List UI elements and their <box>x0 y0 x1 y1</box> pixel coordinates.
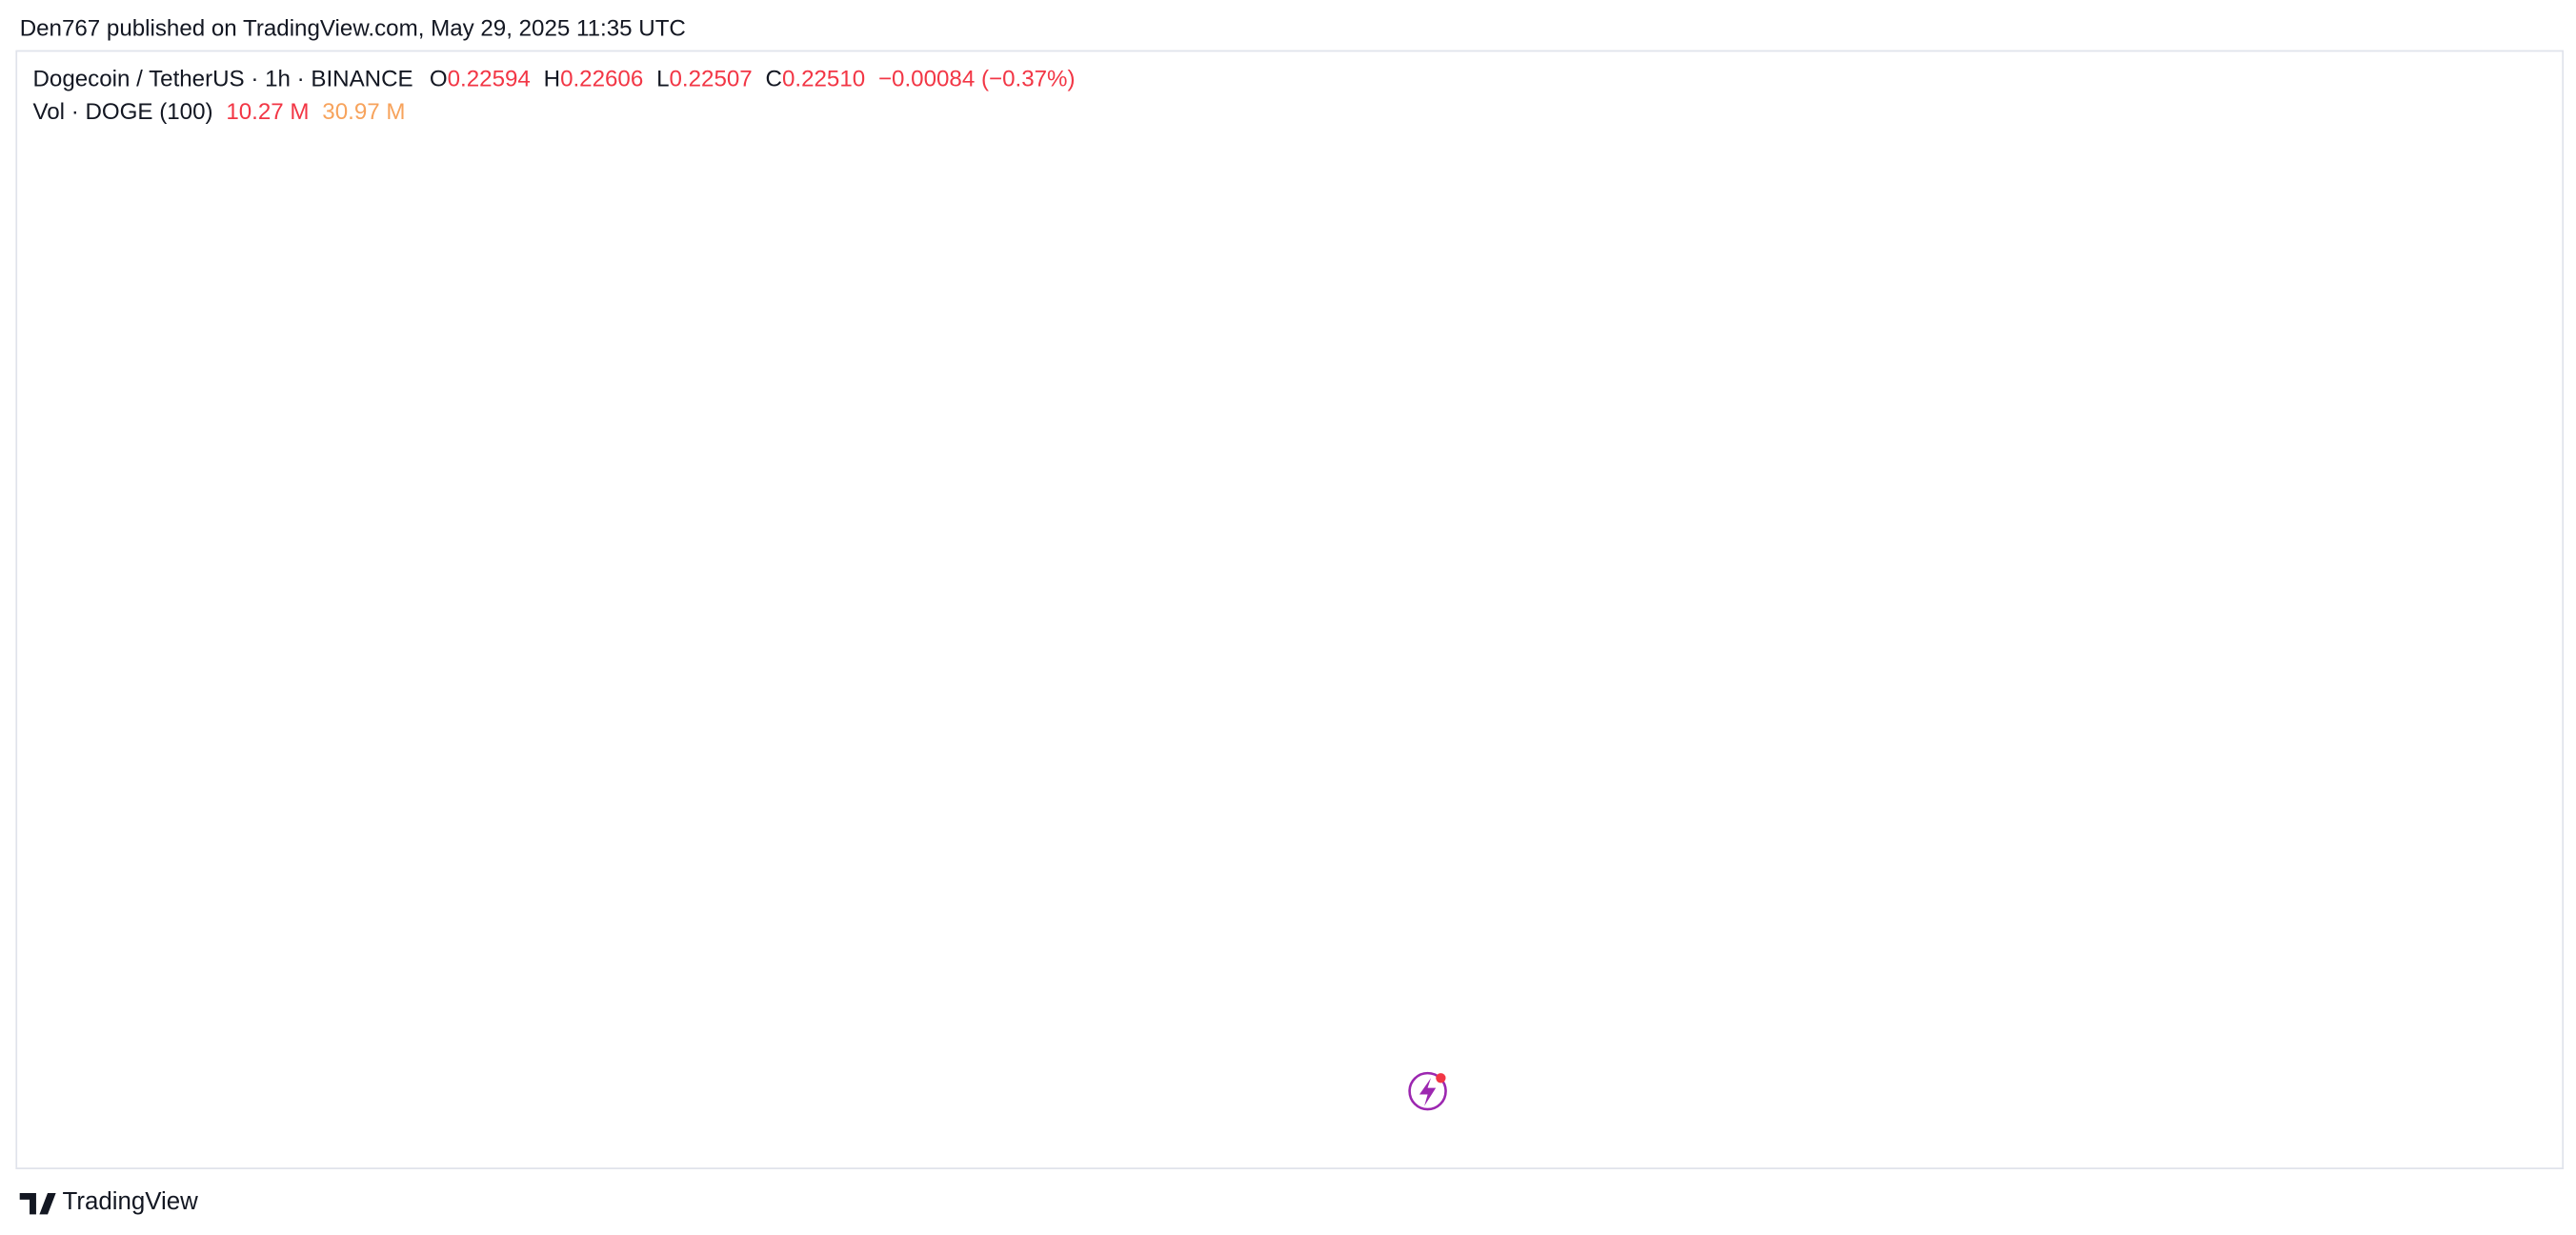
ohlc-key: H <box>544 67 560 92</box>
alert-bolt <box>1419 1078 1437 1106</box>
volume-legend: Vol · DOGE (100) 10.27 M 30.97 M <box>32 99 405 125</box>
ohlc-key: O <box>430 67 448 92</box>
brand-logo <box>19 1193 56 1215</box>
alert-dot <box>1436 1073 1446 1083</box>
legend: Dogecoin / TetherUS · 1h · BINANCE O0.225… <box>32 67 1075 92</box>
frame <box>15 50 2565 1169</box>
title: Dogecoin / TetherUS · 1h · BINANCE <box>32 67 413 92</box>
volume-value: 10.27 M <box>226 99 309 125</box>
volume-ma-value: 30.97 M <box>322 99 405 125</box>
ohlc-key: C <box>766 67 782 92</box>
change: −0.00084 (−0.37%) <box>878 67 1076 92</box>
brand: TradingView <box>63 1188 199 1215</box>
volume-title: Vol · DOGE (100) <box>32 99 212 125</box>
attribution: Den767 published on TradingView.com, May… <box>20 15 686 41</box>
ohlc-value: 0.22507 <box>670 67 753 92</box>
ohlc-key: L <box>656 67 669 92</box>
ohlc-value: 0.22594 <box>448 67 531 92</box>
ohlc-value: 0.22510 <box>782 67 865 92</box>
ohlc-value: 0.22606 <box>560 67 643 92</box>
